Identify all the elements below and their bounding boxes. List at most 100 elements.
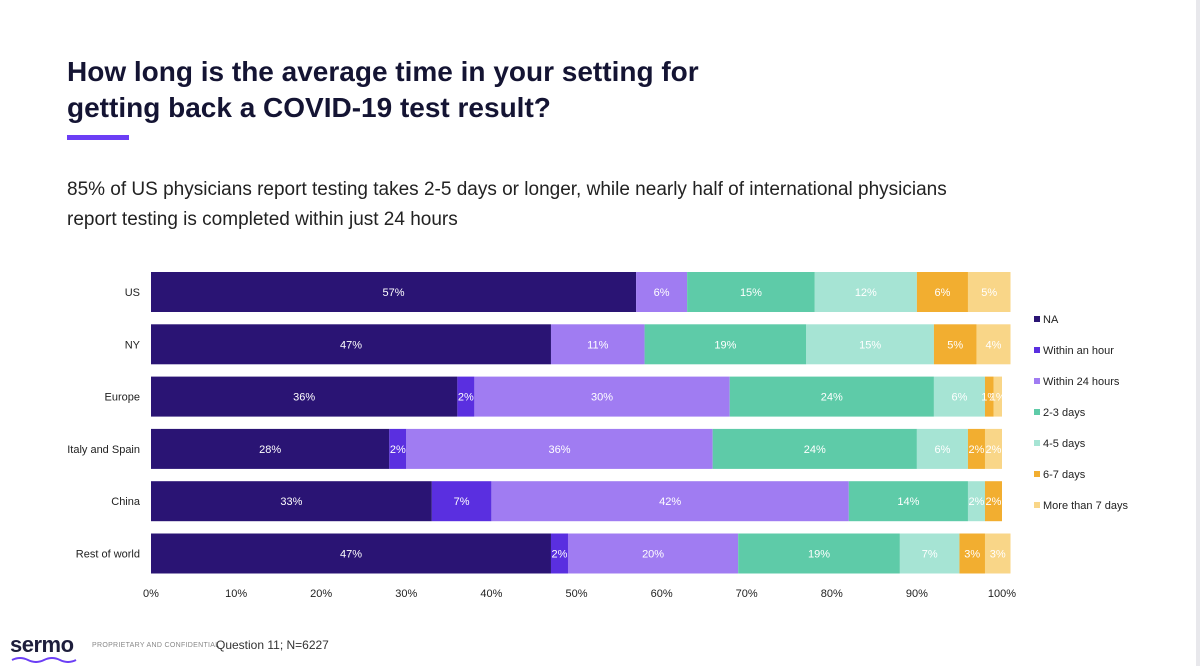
bar-segment-europe-na <box>151 376 458 417</box>
data-label-ny-6-7-days: 5% <box>947 339 963 351</box>
data-label-italy-and-spain-within-an-hour: 2% <box>390 444 406 456</box>
data-label-europe-more-than-7-days: 1% <box>990 392 1006 404</box>
bar-segment-china-4-5-days <box>967 481 985 522</box>
bar-segment-italy-and-spain-na <box>151 428 390 469</box>
page-edge <box>1196 0 1200 666</box>
bar-segment-us-6-7-days <box>916 272 968 312</box>
bar-segment-ny-na <box>151 324 551 365</box>
bar-segment-ny-4-5-days <box>806 324 934 365</box>
data-label-us-4-5-days: 12% <box>855 287 877 299</box>
bar-segment-ny-6-7-days <box>933 324 977 365</box>
category-label-us: US <box>125 287 140 299</box>
legend-swatch-within-24-hours <box>1034 378 1040 384</box>
x-tick-label-4: 40% <box>480 588 502 600</box>
data-label-europe-na: 36% <box>293 392 315 404</box>
category-label-europe: Europe <box>105 392 140 404</box>
data-label-rest-of-world-4-5-days: 7% <box>922 549 938 561</box>
legend-swatch-more-than-7-days <box>1034 502 1040 508</box>
bar-segment-us-4-5-days <box>814 272 917 312</box>
data-label-china-na: 33% <box>280 496 302 508</box>
data-label-us-na: 57% <box>383 287 405 299</box>
bar-segment-us-na <box>151 272 637 312</box>
question-note: Question 11; N=6227 <box>216 638 329 652</box>
data-label-us-2-3-days: 15% <box>740 287 762 299</box>
data-label-china-6-7-days: 2% <box>986 496 1002 508</box>
logo-wave-icon <box>11 657 77 663</box>
data-label-italy-and-spain-na: 28% <box>259 444 281 456</box>
sermo-logo: sermo <box>10 632 74 657</box>
bar-segment-europe-2-3-days <box>729 376 934 417</box>
bar-segment-rest-of-world-within-24-hours <box>567 533 739 574</box>
bar-segment-italy-and-spain-2-3-days <box>712 428 917 469</box>
title-accent-bar <box>67 135 129 140</box>
bar-segment-ny-within-24-hours <box>550 324 645 365</box>
bar-segment-china-na <box>151 481 432 522</box>
category-label-italy-and-spain: Italy and Spain <box>67 444 140 456</box>
bar-segment-ny-more-than-7-days <box>976 324 1011 365</box>
legend-swatch-within-an-hour <box>1034 347 1040 353</box>
legend-label-more-than-7-days: More than 7 days <box>1043 500 1128 512</box>
data-label-china-within-an-hour: 7% <box>454 496 470 508</box>
data-label-europe-6-7-days: 1% <box>981 392 997 404</box>
data-label-rest-of-world-more-than-7-days: 3% <box>990 549 1006 561</box>
legend-label-na: NA <box>1043 314 1059 326</box>
data-label-rest-of-world-within-an-hour: 2% <box>552 549 568 561</box>
legend-label-within-an-hour: Within an hour <box>1043 345 1114 357</box>
x-tick-label-3: 30% <box>395 588 417 600</box>
bar-segment-rest-of-world-na <box>151 533 551 574</box>
bar-segment-china-within-an-hour <box>431 481 492 522</box>
data-label-rest-of-world-within-24-hours: 20% <box>642 549 664 561</box>
bar-segment-ny-2-3-days <box>644 324 807 365</box>
x-tick-label-2: 20% <box>310 588 332 600</box>
data-label-ny-na: 47% <box>340 339 362 351</box>
data-label-italy-and-spain-more-than-7-days: 2% <box>986 444 1002 456</box>
bar-segment-italy-and-spain-6-7-days <box>967 428 985 469</box>
data-label-europe-within-24-hours: 30% <box>591 392 613 404</box>
bar-segment-europe-within-24-hours <box>474 376 730 417</box>
bar-segment-italy-and-spain-within-24-hours <box>406 428 713 469</box>
x-tick-label-0: 0% <box>143 588 159 600</box>
legend-label-6-7-days: 6-7 days <box>1043 469 1086 481</box>
data-label-rest-of-world-6-7-days: 3% <box>964 549 980 561</box>
x-tick-label-1: 10% <box>225 588 247 600</box>
bar-segment-china-within-24-hours <box>491 481 849 522</box>
data-label-europe-within-an-hour: 2% <box>458 392 474 404</box>
data-label-europe-4-5-days: 6% <box>951 392 967 404</box>
category-label-china: China <box>111 496 141 508</box>
data-label-ny-2-3-days: 19% <box>714 339 736 351</box>
confidential-notice: PROPRIETARY AND CONFIDENTIAL <box>92 642 220 649</box>
bar-segment-rest-of-world-4-5-days <box>899 533 960 574</box>
bar-segment-rest-of-world-within-an-hour <box>550 533 568 574</box>
data-label-us-more-than-7-days: 5% <box>981 287 997 299</box>
x-tick-label-10: 100% <box>988 588 1016 600</box>
bar-segment-europe-more-than-7-days <box>993 376 1002 417</box>
category-label-rest-of-world: Rest of world <box>76 549 140 561</box>
bar-segment-europe-4-5-days <box>933 376 985 417</box>
bar-segment-rest-of-world-6-7-days <box>959 533 985 574</box>
bar-segment-europe-6-7-days <box>984 376 994 417</box>
data-label-us-6-7-days: 6% <box>934 287 950 299</box>
legend-label-2-3-days: 2-3 days <box>1043 407 1086 419</box>
slide-title: How long is the average time in your set… <box>67 56 699 123</box>
bar-segment-italy-and-spain-more-than-7-days <box>984 428 1002 469</box>
data-label-rest-of-world-2-3-days: 19% <box>808 549 830 561</box>
x-tick-label-8: 80% <box>821 588 843 600</box>
bar-segment-china-6-7-days <box>984 481 1002 522</box>
legend-swatch-na <box>1034 316 1040 322</box>
bar-segment-italy-and-spain-within-an-hour <box>389 428 407 469</box>
bar-segment-china-2-3-days <box>848 481 968 522</box>
bar-segment-rest-of-world-more-than-7-days <box>984 533 1011 574</box>
legend-label-4-5-days: 4-5 days <box>1043 438 1086 450</box>
legend-label-within-24-hours: Within 24 hours <box>1043 376 1120 388</box>
data-label-europe-2-3-days: 24% <box>821 392 843 404</box>
bar-segment-us-more-than-7-days <box>967 272 1011 312</box>
legend-swatch-6-7-days <box>1034 471 1040 477</box>
data-label-rest-of-world-na: 47% <box>340 549 362 561</box>
x-tick-label-7: 70% <box>736 588 758 600</box>
data-label-italy-and-spain-6-7-days: 2% <box>969 444 985 456</box>
data-label-china-4-5-days: 2% <box>969 496 985 508</box>
bar-segment-rest-of-world-2-3-days <box>738 533 900 574</box>
data-label-italy-and-spain-within-24-hours: 36% <box>548 444 570 456</box>
x-tick-label-5: 50% <box>565 588 587 600</box>
data-label-ny-more-than-7-days: 4% <box>986 339 1002 351</box>
